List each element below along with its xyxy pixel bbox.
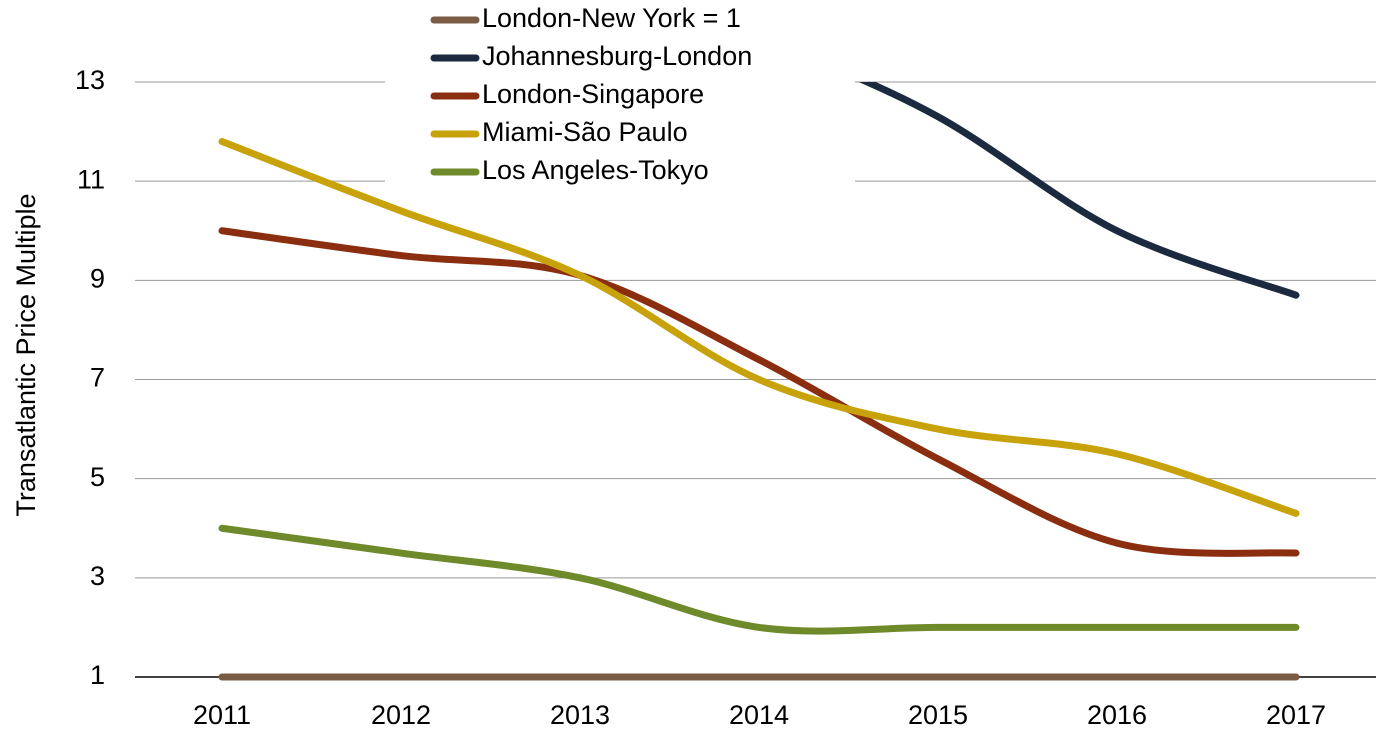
y-tick-label: 9 — [90, 263, 105, 293]
y-tick-label: 5 — [90, 462, 105, 492]
y-axis-label: Transatlantic Price Multiple — [11, 193, 41, 516]
x-tick-label: 2016 — [1087, 700, 1147, 730]
legend-label: Miami-São Paulo — [482, 117, 688, 147]
y-tick-label: 7 — [90, 363, 105, 393]
legend-label: Los Angeles-Tokyo — [482, 155, 709, 185]
series-line — [858, 82, 1300, 299]
series-line — [218, 524, 1300, 635]
x-tick-label: 2011 — [193, 700, 251, 730]
legend-label: Johannesburg-London — [482, 41, 752, 71]
y-tick-label: 11 — [77, 164, 105, 194]
x-tick-label: 2014 — [729, 700, 789, 730]
legend-label: London-Singapore — [482, 79, 704, 109]
legend-label: London-New York = 1 — [482, 3, 741, 33]
x-tick-label: 2013 — [550, 700, 610, 730]
y-tick-label: 1 — [90, 660, 105, 690]
x-tick-label: 2015 — [908, 700, 968, 730]
y-tick-label: 3 — [90, 561, 105, 591]
series-line — [218, 227, 1300, 557]
series-line — [218, 138, 1300, 517]
x-tick-label: 2012 — [371, 700, 431, 730]
x-tick-label: 2017 — [1266, 700, 1326, 730]
plot-lines — [218, 82, 1300, 681]
y-tick-label: 13 — [75, 65, 105, 95]
